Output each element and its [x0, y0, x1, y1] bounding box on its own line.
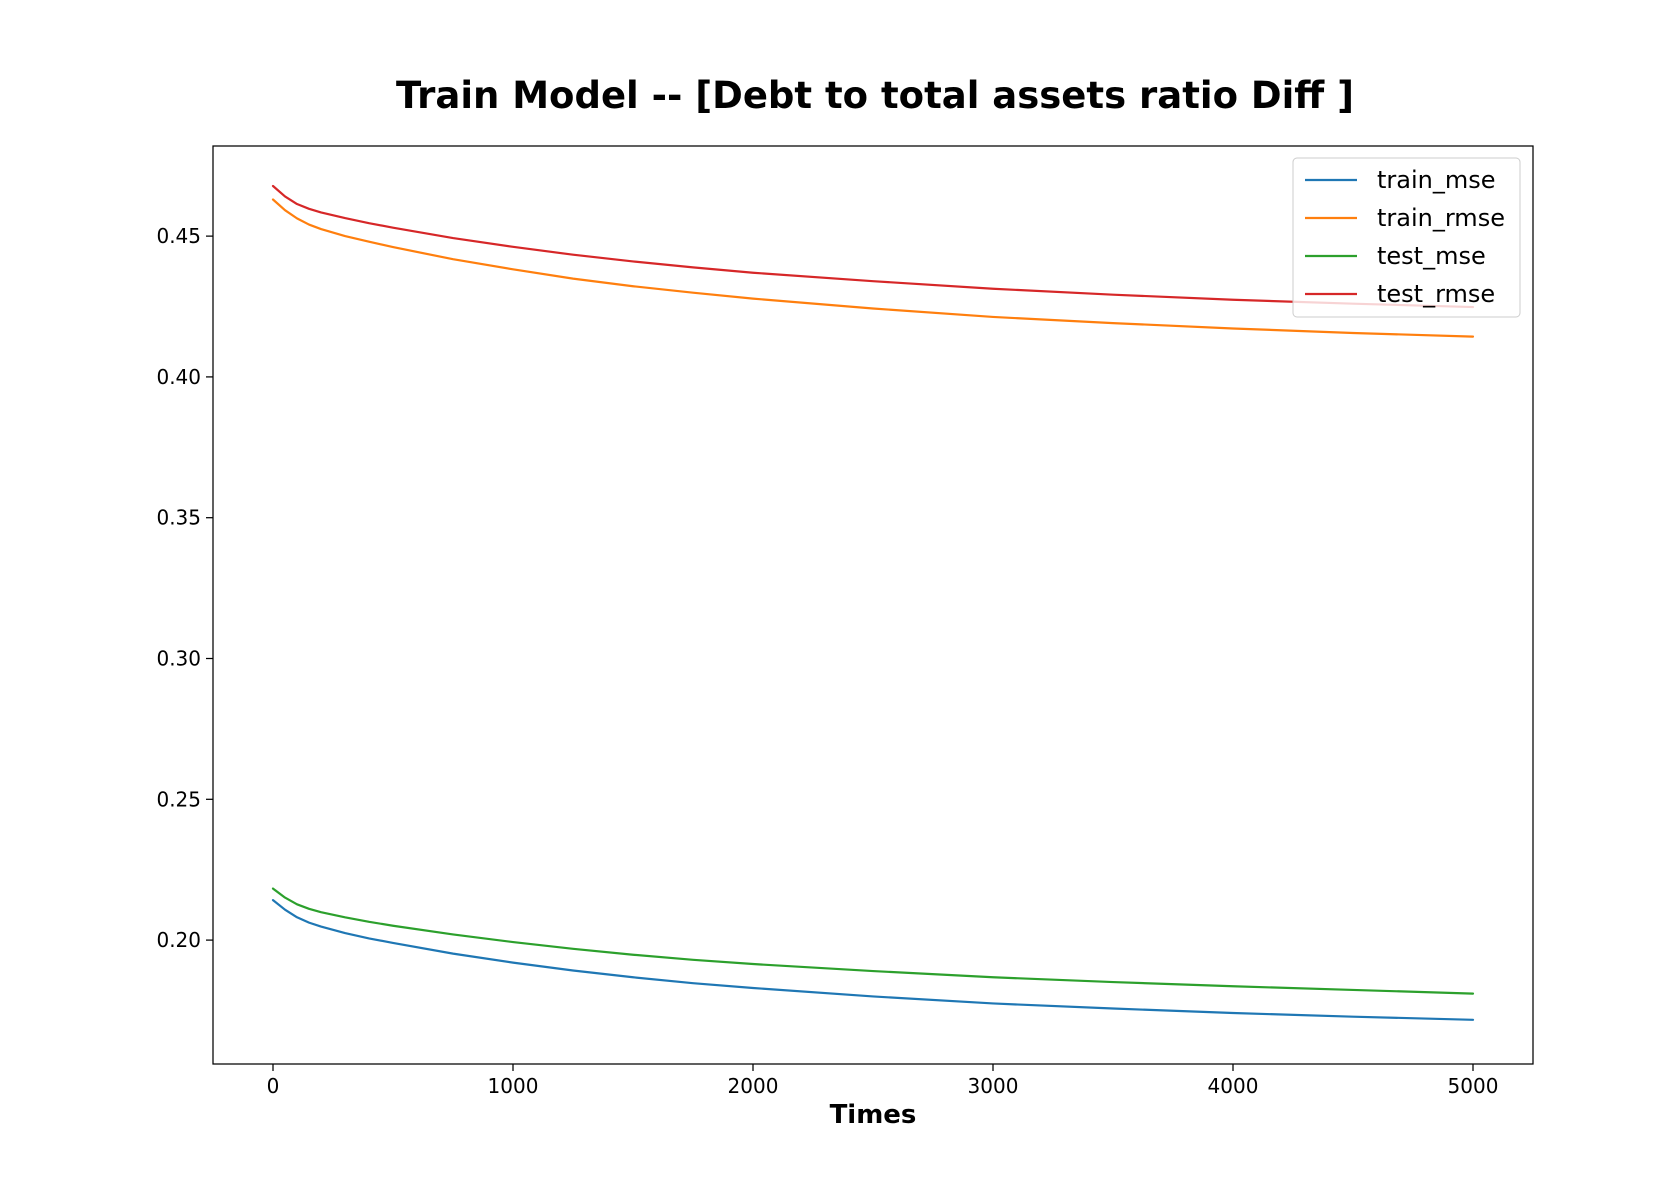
- series-line-test-rmse: [271, 184, 1475, 309]
- legend-items: train_mse train_rmse test_mse test_rmse: [1305, 166, 1505, 308]
- y-tick-label: 0.25: [156, 787, 201, 811]
- series-line-train-rmse: [271, 198, 1475, 338]
- series-line-train-mse: [271, 899, 1475, 1021]
- y-tick-label: 0.35: [156, 506, 201, 530]
- x-tick-label: 3000: [968, 1074, 1019, 1098]
- y-tick-label: 0.45: [156, 224, 201, 248]
- legend-item: train_rmse: [1305, 204, 1505, 232]
- x-tick-label: 0: [267, 1074, 280, 1098]
- legend-label: test_rmse: [1377, 280, 1495, 308]
- legend-item: train_mse: [1305, 166, 1496, 194]
- legend-label: train_mse: [1377, 166, 1496, 194]
- legend: train_mse train_rmse test_mse test_rmse: [1292, 157, 1521, 318]
- y-tick-label: 0.40: [156, 365, 201, 389]
- plot-area: 0 1000 2000 3000 4000 5000 0.200.250.300.350.…: [156, 145, 1534, 1098]
- series-lines: [271, 184, 1475, 1021]
- chart-title: Train Model -- [Debt to total assets rat…: [396, 74, 1354, 117]
- x-axis-label: Times: [830, 1100, 917, 1130]
- legend-box: [1292, 157, 1521, 318]
- x-tick-label: 4000: [1208, 1074, 1259, 1098]
- x-tick-label: 2000: [728, 1074, 779, 1098]
- y-axis-ticks: 0.20 0.25 0.30 0.35 0.40 0.45: [156, 224, 213, 952]
- plot-frame: [212, 145, 1534, 1065]
- legend-item: test_mse: [1305, 242, 1486, 270]
- x-tick-label: 5000: [1448, 1074, 1499, 1098]
- legend-label: test_mse: [1377, 242, 1486, 270]
- x-axis-ticks: 0 1000 2000 3000 4000 5000: [267, 1064, 1499, 1098]
- y-tick-label: 0.20: [156, 928, 201, 952]
- y-tick-label: 0.30: [156, 647, 201, 671]
- series-line-test-mse: [271, 887, 1475, 995]
- x-tick-label: 1000: [488, 1074, 539, 1098]
- legend-label: train_rmse: [1377, 204, 1505, 232]
- legend-item: test_rmse: [1305, 280, 1495, 308]
